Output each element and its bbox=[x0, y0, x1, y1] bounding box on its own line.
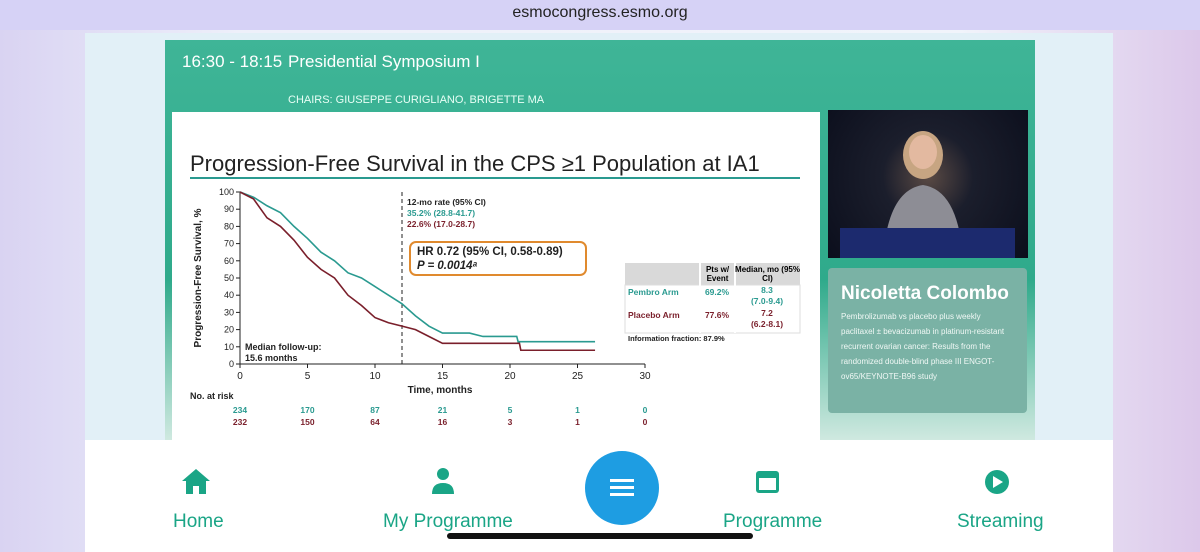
cutoff-rate: 22.6% (17.0-28.7) bbox=[407, 219, 475, 229]
podium bbox=[840, 228, 1015, 258]
y-tick-label: 30 bbox=[224, 307, 234, 317]
home-indicator bbox=[447, 533, 753, 539]
table-body bbox=[624, 284, 801, 334]
y-tick-label: 100 bbox=[219, 187, 234, 197]
nav-label[interactable]: Home bbox=[173, 511, 224, 532]
y-tick-label: 10 bbox=[224, 342, 234, 352]
table-cell: (6.2-8.1) bbox=[751, 319, 783, 329]
nav-label[interactable]: My Programme bbox=[383, 511, 513, 532]
km-chart: Progression-Free Survival in the CPS ≥1 … bbox=[190, 151, 801, 427]
cutoff-rate: 35.2% (28.8-41.7) bbox=[407, 208, 475, 218]
y-tick-label: 90 bbox=[224, 204, 234, 214]
slide-title: Progression-Free Survival in the CPS ≥1 … bbox=[190, 151, 760, 176]
table-row-label: Pembro Arm bbox=[628, 287, 679, 297]
follow-up: Median follow-up: bbox=[245, 342, 322, 352]
at-risk-count: 1 bbox=[575, 405, 580, 415]
session-title: Presidential Symposium I bbox=[288, 52, 480, 71]
at-risk-count: 64 bbox=[370, 417, 380, 427]
at-risk-count: 16 bbox=[438, 417, 448, 427]
survival-curve bbox=[239, 191, 596, 352]
at-risk-count: 3 bbox=[508, 417, 513, 427]
survival-curve bbox=[239, 191, 596, 343]
menu-icon bbox=[610, 479, 634, 496]
at-risk-count: 21 bbox=[438, 405, 448, 415]
at-risk-count: 1 bbox=[575, 417, 580, 427]
at-risk-count: 150 bbox=[300, 417, 314, 427]
hr-text: HR 0.72 (95% CI, 0.58-0.89) bbox=[417, 246, 563, 258]
profile-icon[interactable] bbox=[437, 468, 449, 480]
talk-title: Pembrolizumab vs placebo plus weekly pac… bbox=[841, 312, 1005, 381]
url-bar[interactable]: esmocongress.esmo.org bbox=[0, 0, 1200, 30]
session-chairs: CHAIRS: GIUSEPPE CURIGLIANO, BRIGETTE MA bbox=[288, 94, 545, 106]
table-header: Pts w/ Event bbox=[705, 265, 730, 283]
p-value: P = 0.0014ᵃ bbox=[417, 260, 478, 272]
at-risk-count: 232 bbox=[233, 417, 247, 427]
y-tick-label: 50 bbox=[224, 273, 234, 283]
x-tick-label: 5 bbox=[305, 371, 311, 382]
table-cell: 77.6% bbox=[705, 310, 730, 320]
x-tick-label: 30 bbox=[639, 371, 651, 382]
hr-box bbox=[409, 241, 587, 276]
table-cell: (7.0-9.4) bbox=[751, 296, 783, 306]
at-risk-count: 0 bbox=[643, 405, 648, 415]
x-tick-label: 20 bbox=[504, 371, 516, 382]
cutoff-label: 12-mo rate (95% CI) bbox=[407, 197, 486, 207]
at-risk-count: 234 bbox=[233, 405, 247, 415]
follow-up: 15.6 months bbox=[245, 353, 298, 363]
table-header-text: Median, mo (95% CI) bbox=[735, 265, 800, 283]
session-time: 16:30 - 18:15 bbox=[182, 52, 283, 71]
y-tick-label: 60 bbox=[224, 256, 234, 266]
nav-label[interactable]: Programme bbox=[723, 511, 823, 532]
at-risk-count: 170 bbox=[300, 405, 314, 415]
at-risk-count: 5 bbox=[508, 405, 513, 415]
x-tick-label: 25 bbox=[572, 371, 584, 382]
calendar-icon[interactable] bbox=[759, 478, 776, 490]
y-tick-label: 40 bbox=[224, 290, 234, 300]
at-risk-count: 87 bbox=[370, 405, 380, 415]
y-tick-label: 80 bbox=[224, 221, 234, 231]
table-header-bg bbox=[625, 263, 800, 285]
speaker-name: Nicoletta Colombo bbox=[841, 283, 1009, 304]
table-cell: 7.2 bbox=[761, 308, 773, 318]
stream-icon[interactable] bbox=[993, 476, 1003, 488]
x-tick-label: 15 bbox=[437, 371, 449, 382]
menu-button[interactable] bbox=[585, 451, 659, 525]
x-tick-label: 0 bbox=[237, 371, 243, 382]
x-axis-label: Time, months bbox=[408, 385, 473, 396]
x-tick-label: 10 bbox=[369, 371, 381, 382]
table-row-label: Placebo Arm bbox=[628, 310, 680, 320]
table-header: Median, mo (95% CI) bbox=[735, 265, 800, 283]
profile-icon[interactable] bbox=[432, 483, 454, 494]
at-risk-count: 0 bbox=[643, 417, 648, 427]
home-icon[interactable] bbox=[182, 469, 210, 494]
y-axis-label: Progression-Free Survival, % bbox=[193, 208, 204, 347]
table-header-text: Pts w/ Event bbox=[705, 265, 730, 283]
y-tick-label: 0 bbox=[229, 359, 234, 369]
table-note: Information fraction: 87.9% bbox=[628, 334, 725, 343]
y-tick-label: 70 bbox=[224, 239, 234, 249]
nav-icons bbox=[182, 468, 1009, 494]
at-risk-title: No. at risk bbox=[190, 391, 235, 401]
speaker-card bbox=[828, 268, 1027, 413]
table-cell: 8.3 bbox=[761, 285, 773, 295]
nav-label[interactable]: Streaming bbox=[957, 511, 1044, 532]
y-tick-label: 20 bbox=[224, 325, 234, 335]
table-cell: 69.2% bbox=[705, 287, 730, 297]
